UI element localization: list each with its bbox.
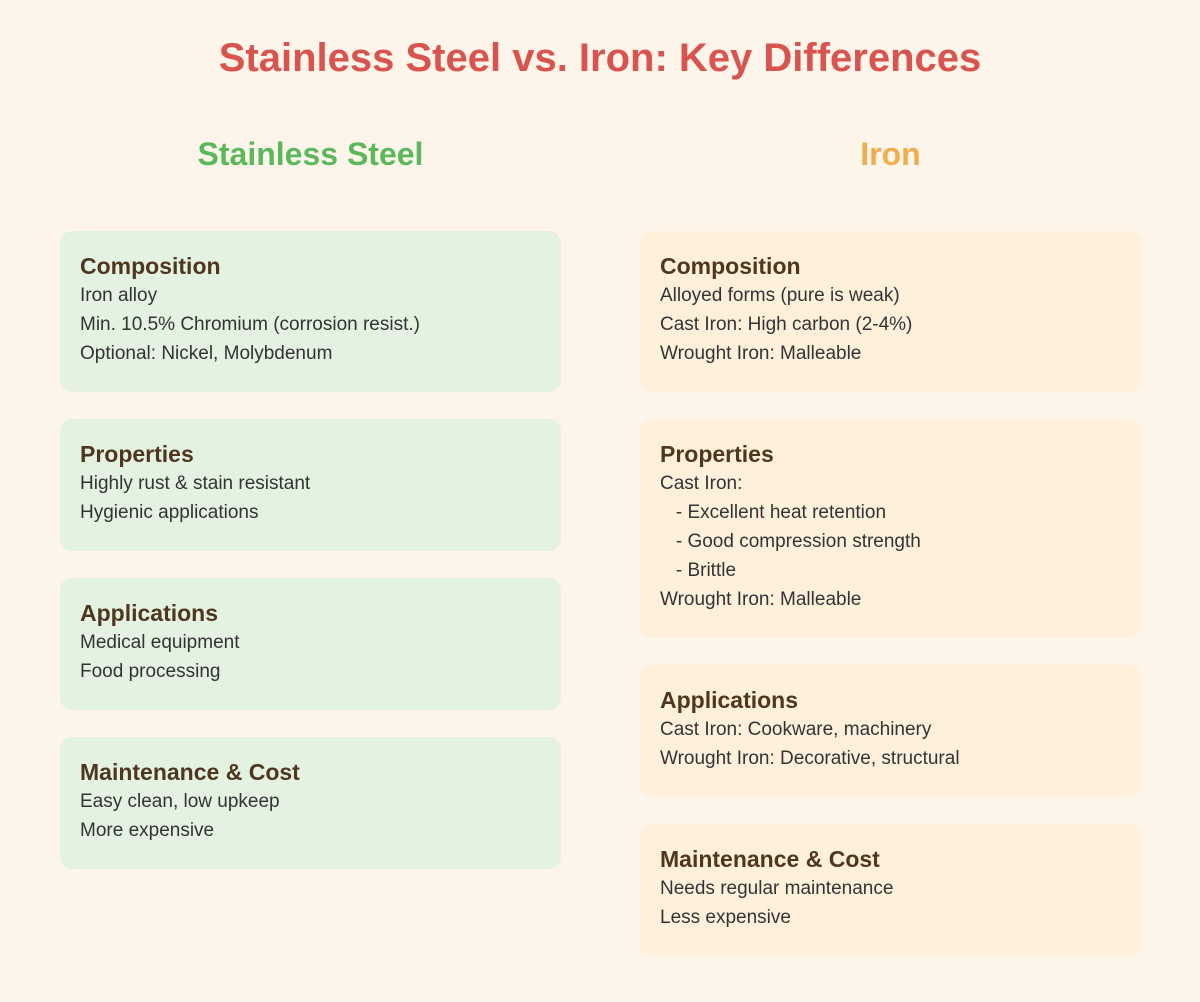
card-line: Wrought Iron: Malleable [660, 343, 862, 364]
iron-heading: Iron [860, 136, 921, 172]
card-line: - Brittle [660, 560, 737, 581]
card-properties: Properties Highly rust & stain resistant H… [60, 419, 561, 551]
card-line: - Excellent heat retention [660, 502, 887, 523]
card-line: - Good compression strength [660, 531, 921, 552]
card-lines: Alloyed forms (pure is weak) Cast Iron: H… [660, 281, 1121, 368]
stainless-steel-heading: Stainless Steel [197, 136, 424, 172]
stainless-steel-cards: Composition Iron alloy Min. 10.5% Chromium… [60, 231, 561, 869]
card-line: Easy clean, low upkeep [80, 791, 280, 812]
card-line: Cast Iron: [660, 473, 743, 494]
card-line: Alloyed forms (pure is weak) [660, 285, 900, 306]
stainless-steel-column: Stainless Steel Composition Iron alloy Min… [60, 134, 561, 896]
card-lines: Highly rust & stain resistant Hygienic ap… [80, 469, 541, 527]
card-title: Maintenance & Cost [660, 846, 880, 872]
card-title: Composition [660, 253, 801, 279]
card-title: Applications [80, 600, 219, 626]
card-title: Properties [660, 441, 774, 467]
card-line: Cast Iron: Cookware, machinery [660, 719, 932, 740]
card-line: Min. 10.5% Chromium (corrosion resist.) [80, 314, 420, 335]
card-maintenance-cost: Maintenance & Cost Easy clean, low upkeep… [60, 737, 561, 869]
card-lines: Cast Iron: Cookware, machinery Wrought Ir… [660, 715, 1121, 773]
card-composition: Composition Alloyed forms (pure is weak) C… [640, 231, 1141, 392]
card-applications: Applications Cast Iron: Cookware, machine… [640, 665, 1141, 797]
card-line: Optional: Nickel, Molybdenum [80, 343, 333, 364]
card-maintenance-cost: Maintenance & Cost Needs regular maintena… [640, 824, 1141, 956]
card-applications: Applications Medical equipment Food proces… [60, 578, 561, 710]
iron-column: Iron Composition Alloyed forms (pure is w… [640, 134, 1141, 983]
card-title: Composition [80, 253, 221, 279]
card-title: Applications [660, 687, 799, 713]
card-title: Maintenance & Cost [80, 759, 300, 785]
card-line: Food processing [80, 661, 221, 682]
card-properties: Properties Cast Iron: - Excellent heat re… [640, 419, 1141, 638]
card-line: Hygienic applications [80, 502, 259, 523]
card-line: More expensive [80, 820, 215, 841]
card-line: Highly rust & stain resistant [80, 473, 311, 494]
card-line: Wrought Iron: Malleable [660, 589, 862, 610]
card-line: Cast Iron: High carbon (2-4%) [660, 314, 913, 335]
card-line: Medical equipment [80, 632, 240, 653]
card-title: Properties [80, 441, 194, 467]
card-lines: Iron alloy Min. 10.5% Chromium (corrosion… [80, 281, 541, 368]
card-lines: Easy clean, low upkeep More expensive [80, 787, 541, 845]
card-line: Less expensive [660, 907, 791, 928]
page-title: Stainless Steel vs. Iron: Key Difference… [218, 36, 982, 80]
card-line: Needs regular maintenance [660, 878, 894, 899]
card-line: Wrought Iron: Decorative, structural [660, 748, 960, 769]
card-composition: Composition Iron alloy Min. 10.5% Chromium… [60, 231, 561, 392]
card-lines: Cast Iron: - Excellent heat retention - … [660, 469, 1121, 614]
card-lines: Medical equipment Food processing [80, 628, 541, 686]
iron-cards: Composition Alloyed forms (pure is weak) C… [640, 231, 1141, 956]
card-line: Iron alloy [80, 285, 158, 306]
card-lines: Needs regular maintenance Less expensive [660, 874, 1121, 932]
